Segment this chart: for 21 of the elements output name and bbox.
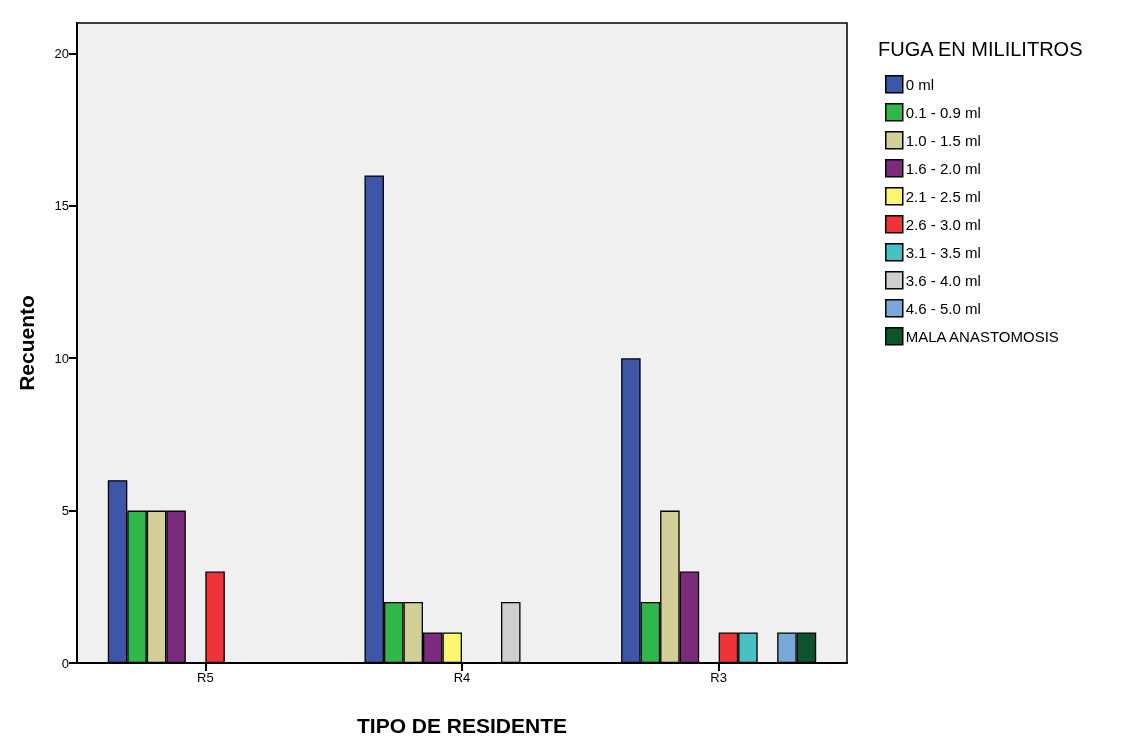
- x-tick-label: R3: [710, 670, 727, 685]
- y-tick-label: 15: [54, 198, 69, 214]
- legend-label: 1.0 - 1.5 ml: [905, 131, 981, 149]
- legend-label: 3.6 - 4.0 ml: [905, 271, 981, 289]
- legend-label: 1.6 - 2.0 ml: [905, 159, 981, 177]
- y-tick-label: 5: [61, 503, 69, 519]
- x-axis-title: TIPO DE RESIDENTE: [356, 714, 568, 737]
- y-tick-label: 20: [54, 45, 69, 61]
- y-tick-label: 10: [54, 350, 69, 366]
- legend-label: 2.6 - 3.0 ml: [905, 215, 981, 233]
- y-tick-label: 0: [61, 655, 69, 671]
- x-tick-label: R5: [197, 670, 214, 685]
- legend-label: MALA ANASTOMOSIS: [905, 327, 1059, 345]
- y-axis-title: Recuento: [15, 295, 38, 391]
- x-tick-label: R4: [453, 670, 471, 685]
- legend-label: 0 ml: [905, 75, 935, 93]
- legend-label: 0.1 - 0.9 ml: [905, 103, 981, 121]
- legend-label: 4.6 - 5.0 ml: [905, 299, 981, 317]
- legend-label: 2.1 - 2.5 ml: [905, 187, 981, 205]
- legend-label: 3.1 - 3.5 ml: [905, 243, 981, 261]
- legend-title: FUGA EN MILILITROS: [878, 38, 1083, 60]
